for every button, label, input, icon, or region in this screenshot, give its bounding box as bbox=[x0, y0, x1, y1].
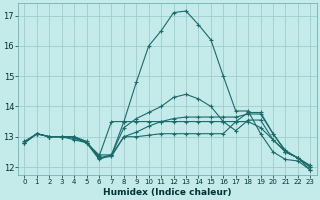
X-axis label: Humidex (Indice chaleur): Humidex (Indice chaleur) bbox=[103, 188, 232, 197]
